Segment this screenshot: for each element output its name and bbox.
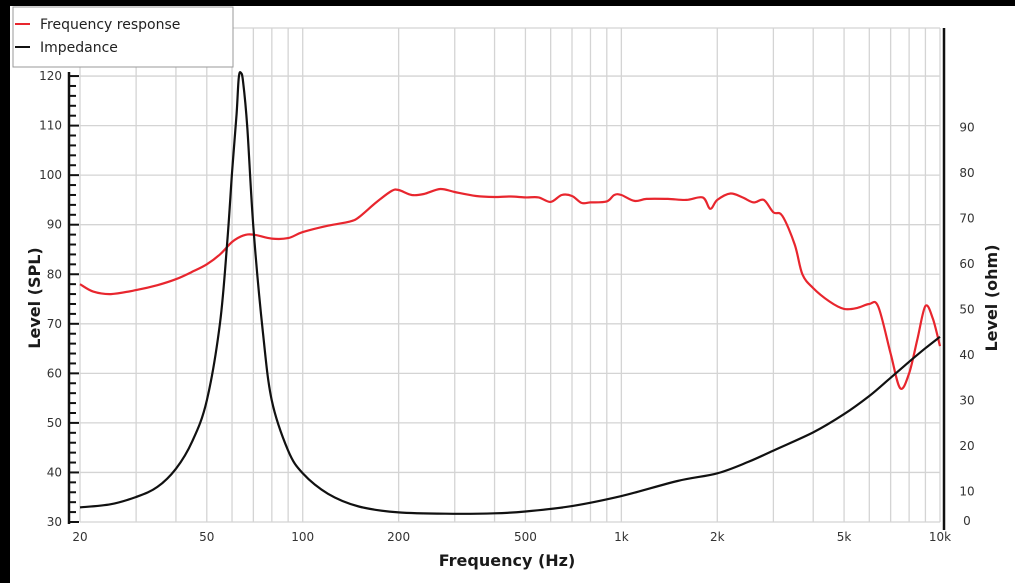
right-axis-tick-label: 0 [963,514,971,528]
frequency-response-curve [79,187,942,390]
legend-box [12,6,234,68]
left-axis-tick-label: 120 [39,69,62,83]
right-axis-tick-label: 70 [959,212,974,226]
x-axis-tick-label: 50 [199,530,214,544]
x-axis-tick-label: 10k [929,530,951,544]
x-axis: 20 50 100 200 500 1k 2k 5k 10k [72,530,951,544]
left-axis-tick-label: 70 [47,317,62,331]
right-axis-tick-label: 30 [959,394,974,408]
impedance-curve [79,71,941,515]
x-axis-tick-label: 20 [72,530,87,544]
right-axis-tick-label: 90 [959,121,974,135]
y-axis-left-title: Level (SPL) [25,247,44,348]
left-axis-tick-label: 80 [47,267,62,281]
left-axis-tick-label: 30 [47,515,62,529]
right-axis-tick-label: 80 [959,166,974,180]
right-axis-tick-label: 50 [959,303,974,317]
right-axis-tick-label: 10 [959,485,974,499]
x-axis-title: Frequency (Hz) [439,551,576,570]
y-axis-right-title: Level (ohm) [982,244,1001,351]
left-axis-tick-label: 40 [47,465,62,479]
left-axis-tick-label: 110 [39,119,62,133]
legend: Frequency response Impedance [12,6,234,68]
x-axis-tick-label: 100 [291,530,314,544]
legend-label-impedance: Impedance [40,40,118,56]
x-axis-tick-label: 2k [710,530,725,544]
left-axis-tick-label: 60 [47,366,62,380]
left-y-axis: 30 40 50 60 70 80 90 100 110 120 [39,69,79,529]
x-axis-tick-label: 5k [837,530,852,544]
x-axis-tick-label: 1k [614,530,629,544]
right-axis-tick-label: 40 [959,348,974,362]
right-y-axis: 0 10 20 30 40 50 60 70 80 90 [942,28,975,530]
left-axis-tick-label: 50 [47,416,62,430]
right-axis-tick-label: 20 [959,439,974,453]
x-axis-tick-label: 500 [514,530,537,544]
legend-label-frequency-response: Frequency response [40,17,180,33]
left-axis-tick-label: 90 [47,218,62,232]
frequency-impedance-chart: 30 40 50 60 70 80 90 100 110 120 0 10 20 30 40 50 60 70 8… [12,6,1001,570]
left-axis-tick-label: 100 [39,168,62,182]
data-series [79,71,942,515]
chart-canvas: 30 40 50 60 70 80 90 100 110 120 0 10 20 30 40 50 60 70 8… [10,6,1015,583]
x-axis-tick-label: 200 [387,530,410,544]
right-axis-tick-label: 60 [959,257,974,271]
grid-lines [79,27,941,523]
